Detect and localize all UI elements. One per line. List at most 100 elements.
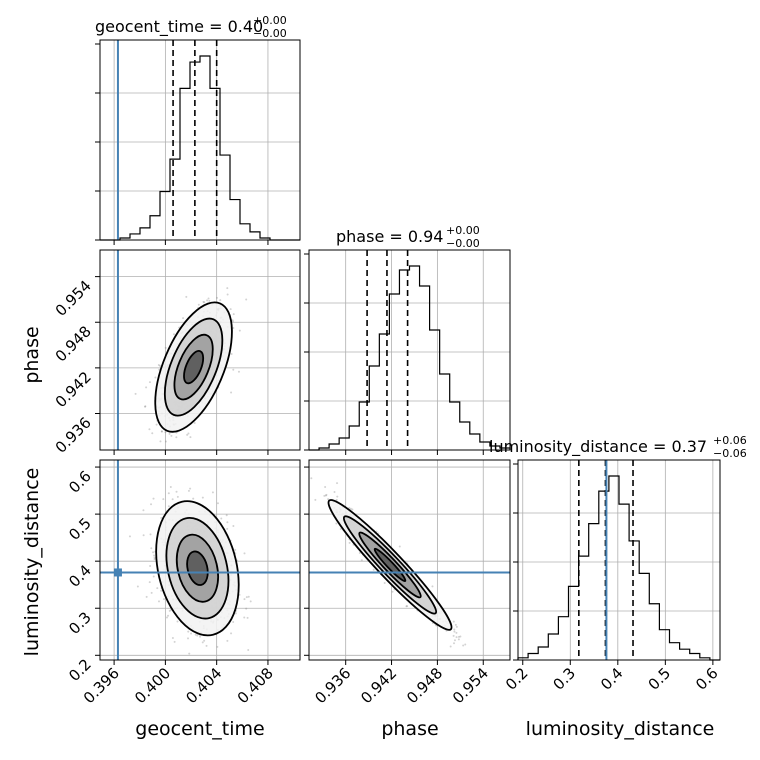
sample-point — [405, 605, 408, 608]
sample-point — [190, 632, 193, 635]
y-axis-label-luminosity-distance: luminosity_distance — [21, 468, 43, 657]
sample-point — [164, 440, 167, 443]
sample-point — [360, 559, 363, 562]
ytick-label-luminosity_distance-1: 0.3 — [65, 608, 95, 638]
ytick-label-luminosity_distance-3: 0.5 — [65, 514, 95, 544]
sample-point — [152, 575, 155, 578]
sample-point — [155, 461, 157, 463]
sample-point — [153, 556, 156, 559]
sample-point — [325, 493, 328, 496]
sample-point — [220, 517, 223, 520]
2d-panel-luminosity_distance_vs_phase — [299, 456, 511, 661]
xtick-label-luminosity_distance-0: 0.2 — [502, 664, 532, 694]
sample-point — [455, 636, 458, 639]
sample-point — [216, 645, 219, 648]
xtick-label-phase-1: 0.942 — [357, 664, 400, 707]
sample-point — [398, 545, 401, 548]
title-geocent-time: geocent_time = 0.40 +0.00 −0.00 — [95, 14, 287, 40]
sample-point — [194, 633, 197, 636]
x-axis-label-luminosity-distance: luminosity_distance — [526, 718, 715, 740]
sample-point — [157, 600, 160, 603]
panels-layer: 0.396 0.400 0.404 0.408 0.936 0.942 0.948 0.954… — [52, 39, 722, 707]
xtick-label-geocent_time-2: 0.404 — [182, 664, 225, 707]
xtick-label-luminosity_distance-1: 0.3 — [550, 664, 580, 694]
sample-point — [406, 605, 409, 608]
sample-point — [230, 632, 233, 635]
sample-point — [243, 598, 246, 601]
sample-point — [453, 630, 456, 633]
2d-panel-phase_vs_geocent_time — [99, 249, 301, 471]
sample-point — [452, 620, 455, 623]
sample-point — [201, 496, 204, 499]
sample-point — [142, 534, 145, 537]
plot-area-luminosity_distance_vs_phase — [299, 456, 510, 660]
sample-point — [247, 648, 250, 651]
sample-point — [234, 548, 237, 551]
sample-point — [324, 494, 327, 497]
sample-point — [232, 620, 235, 623]
x-axis-label-geocent-time: geocent_time — [135, 718, 264, 740]
y-axis-label-phase: phase — [21, 326, 43, 383]
sample-point — [193, 422, 196, 425]
sample-point — [199, 635, 202, 638]
sample-point — [237, 370, 240, 373]
plot-area-phase_vs_geocent_time — [100, 250, 300, 471]
sample-point — [136, 585, 139, 588]
sample-point — [231, 319, 234, 322]
title-luminosity-distance: luminosity_distance = 0.37 +0.06 −0.06 — [489, 434, 747, 460]
sample-point — [452, 634, 455, 637]
sample-point — [160, 517, 163, 520]
sample-point — [431, 585, 434, 588]
sample-point — [164, 346, 167, 349]
sample-point — [229, 308, 232, 311]
sample-point — [230, 352, 233, 355]
sample-point — [148, 428, 151, 431]
sample-point — [134, 392, 137, 395]
sample-point — [243, 552, 246, 555]
sample-point — [160, 430, 163, 433]
sample-point — [170, 434, 173, 437]
sample-point — [336, 495, 339, 498]
sample-point — [203, 639, 206, 642]
sample-point — [234, 612, 237, 615]
sample-point — [323, 494, 326, 497]
title-phase-main: phase = 0.94 — [336, 227, 443, 246]
sample-point — [148, 581, 151, 584]
sample-point — [310, 477, 313, 480]
frame-phase_vs_geocent_time — [99, 249, 301, 451]
xtick-label-geocent_time-3: 0.408 — [234, 664, 277, 707]
sample-point — [206, 299, 209, 302]
hist-panel-luminosity_distance — [513, 459, 721, 661]
sample-point — [232, 326, 235, 329]
sample-point — [453, 628, 456, 631]
sample-point — [335, 522, 338, 525]
sample-point — [173, 640, 176, 643]
sample-point — [187, 432, 190, 435]
sample-point — [183, 469, 185, 471]
sample-point — [175, 490, 178, 493]
sample-point — [201, 641, 204, 644]
title-luminosity-distance-main: luminosity_distance = 0.37 — [489, 437, 707, 457]
sample-point — [249, 600, 252, 603]
sample-point — [245, 607, 248, 610]
hist-frame-phase — [308, 249, 511, 451]
sample-point — [145, 386, 148, 389]
sample-point — [162, 598, 165, 601]
sample-point — [232, 368, 235, 371]
hist-step-luminosity_distance — [517, 475, 720, 661]
sample-point — [391, 590, 394, 593]
sample-point — [455, 631, 458, 634]
sample-point — [327, 498, 330, 501]
sample-point — [171, 498, 174, 501]
ytick-label-phase-1: 0.942 — [52, 368, 95, 411]
sample-point — [189, 436, 192, 439]
sample-point — [299, 456, 301, 458]
sample-point — [169, 485, 172, 488]
frame-luminosity_distance_vs_geocent_time — [99, 459, 301, 661]
sample-point — [188, 652, 191, 655]
sample-point — [457, 638, 460, 641]
xtick-label-phase-3: 0.954 — [449, 664, 492, 707]
sample-point — [462, 644, 465, 647]
sample-point — [314, 498, 317, 501]
density-contour-phase_vs_geocent_time-3 — [183, 350, 205, 385]
